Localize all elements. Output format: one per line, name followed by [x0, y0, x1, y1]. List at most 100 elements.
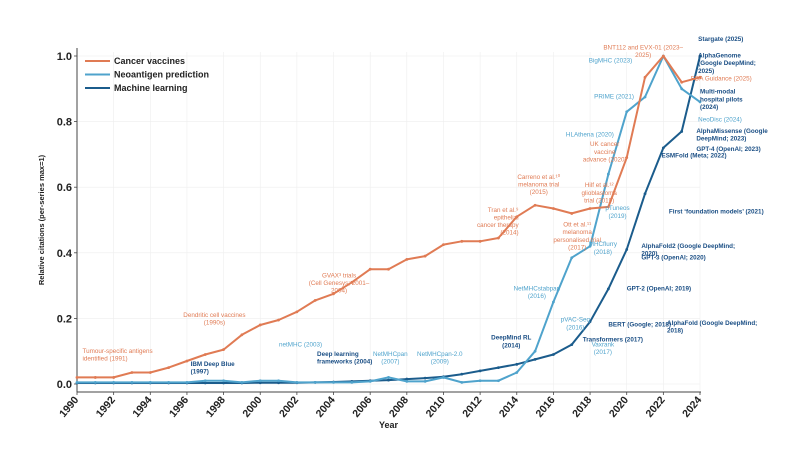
annotation-line: FDA Guidance (2025)	[691, 76, 752, 83]
point-neoantigen-prediction-1997	[203, 379, 207, 383]
x-tick-label: 2010	[424, 394, 448, 420]
x-tick-label: 2014	[497, 394, 521, 420]
annotation-carreno-et-al: Carreno et al.¹⁰ melanoma trial (2015)	[517, 174, 560, 196]
y-tick-label: 0.8	[57, 117, 72, 129]
annotation-line: melanoma	[563, 229, 593, 236]
x-tick-label: 2018	[570, 394, 594, 420]
annotation-hilf-et-al: Hilf et al.¹² glioblastoma trial (2019)	[582, 182, 618, 204]
y-axis-ticks: 0.0 0.2 0.4 0.6 0.8 1.0	[57, 51, 77, 391]
point-neoantigen-prediction-2001	[277, 379, 280, 383]
x-tick-label: 1996	[167, 394, 191, 420]
annotation-netmhc-2003: netMHC (2003)	[279, 341, 322, 348]
annotation-line: Transformers (2017)	[583, 336, 643, 343]
x-tick-label: 2020	[607, 394, 631, 420]
point-cancer-vaccines-2007	[387, 267, 390, 271]
series-cancer-vaccines	[75, 54, 702, 379]
x-tick-label: 2004	[314, 394, 338, 420]
annotation-vaxrank: Vaxrank (2017)	[592, 341, 615, 356]
point-machine-learning-2008	[405, 377, 409, 381]
annotation-neodisc-2024: NeoDisc (2024)	[698, 117, 742, 124]
annotation-line: (2024)	[700, 104, 718, 111]
x-tick-label: 2000	[240, 394, 264, 420]
point-cancer-vaccines-2009	[423, 254, 427, 258]
x-tick-label: 2012	[460, 394, 484, 420]
y-axis-title: Relative citations (per-series max=1)	[37, 154, 46, 285]
point-cancer-vaccines-1998	[222, 348, 225, 351]
point-cancer-vaccines-2023	[680, 80, 684, 84]
annotation-line: AlphaFold2 (Google DeepMind;	[641, 243, 735, 250]
point-neoantigen-prediction-2010	[442, 376, 445, 379]
point-cancer-vaccines-1993	[130, 371, 134, 374]
legend-item-machine-learning: Machine learning	[85, 83, 188, 93]
point-cancer-vaccines-2012	[478, 239, 482, 243]
annotation-gpt-4-openai-2023: GPT-4 (OpenAI; 2023)	[696, 146, 760, 153]
point-cancer-vaccines-2013	[497, 236, 500, 240]
annotation-line: Deep learning	[317, 351, 359, 358]
x-tick-label: 1998	[204, 394, 228, 420]
point-cancer-vaccines-1997	[203, 353, 207, 356]
point-neoantigen-prediction-1993	[130, 380, 134, 384]
x-tick-label: 2022	[643, 394, 667, 420]
point-machine-learning-2020	[625, 248, 629, 251]
x-tick-label: 1990	[57, 394, 81, 420]
point-neoantigen-prediction-2017	[570, 256, 574, 260]
annotation-line: NetMHCpan	[373, 351, 408, 358]
annotation-line: (2009)	[431, 359, 449, 366]
annotation-line: (Cell Genesys; 2001–	[309, 280, 370, 287]
annotation-gvax-trials: GVAX³ trials (Cell Genesys; 2001– 2004)	[309, 272, 370, 294]
annotation-line: Multi-modal	[700, 89, 736, 96]
point-cancer-vaccines-1995	[167, 366, 171, 369]
point-neoantigen-prediction-2005	[350, 380, 354, 384]
point-neoantigen-prediction-2023	[680, 87, 684, 91]
annotation-line: 2025)	[698, 68, 714, 75]
annotation-line: AlphaFold (Google DeepMind;	[667, 320, 757, 327]
annotation-line: glioblastoma	[582, 190, 618, 197]
annotation-line: Ott et al.¹¹	[563, 222, 591, 229]
legend: Cancer vaccines Neoantigen prediction Mach…	[85, 56, 209, 93]
annotation-line: DeepMind RL	[491, 335, 531, 342]
annotation-line: GPT-3 (OpenAI; 2020)	[641, 254, 705, 261]
y-tick-label: 0.6	[57, 182, 72, 194]
point-machine-learning-2013	[497, 366, 500, 369]
annotation-line: melanoma trial	[518, 182, 559, 189]
point-cancer-vaccines-2015	[533, 203, 537, 207]
y-tick-label: 0.2	[57, 313, 72, 325]
point-neoantigen-prediction-2002	[295, 380, 299, 384]
annotation-line: Vaxrank	[592, 341, 615, 348]
point-cancer-vaccines-1991	[93, 376, 97, 379]
y-tick-label: 0.4	[57, 248, 73, 260]
annotation-bigmhc-2023: BigMHC (2023)	[589, 58, 632, 65]
y-tick-label: 1.0	[57, 51, 72, 63]
point-neoantigen-prediction-2011	[460, 380, 464, 384]
point-machine-learning-2007	[387, 378, 390, 382]
annotation-line: 2004)	[331, 288, 347, 295]
annotation-line: pVAC-Seq	[561, 317, 591, 324]
grid	[76, 52, 701, 390]
point-neoantigen-prediction-2016	[552, 300, 555, 304]
annotation-line: (2014)	[500, 230, 518, 237]
annotation-line: (Google DeepMind;	[698, 60, 756, 67]
series-lines	[75, 54, 702, 385]
y-tick-label: 0.0	[57, 379, 72, 391]
legend-item-cancer-vaccines: Cancer vaccines	[85, 56, 185, 66]
annotation-bnt112-and-evx-01-2023: BNT112 and EVX-01 (2023– 2025)	[603, 44, 683, 59]
annotation-line: vaccine	[594, 149, 616, 156]
annotation-line: BNT112 and EVX-01 (2023–	[603, 44, 683, 51]
annotation-line: (2014)	[502, 342, 520, 349]
point-machine-learning-2016	[552, 353, 555, 356]
annotation-line: Dendritic cell vaccines	[183, 312, 245, 319]
point-cancer-vaccines-2016	[552, 207, 555, 210]
annotation-line: cancer therapy	[477, 222, 520, 229]
annotation-line: epithelial	[494, 214, 519, 221]
point-neoantigen-prediction-2007	[387, 376, 390, 379]
point-neoantigen-prediction-1992	[112, 380, 116, 384]
line-cancer-vaccines	[77, 55, 701, 379]
point-neoantigen-prediction-2018	[588, 244, 592, 248]
annotation-line: GVAX³ trials	[322, 272, 356, 279]
annotation-line: advance (2020)	[583, 156, 627, 163]
legend-label: Machine learning	[114, 83, 188, 93]
legend-item-neoantigen-prediction: Neoantigen prediction	[85, 70, 209, 80]
point-neoantigen-prediction-2021	[643, 95, 647, 99]
annotation-line: 2020)	[641, 250, 657, 257]
